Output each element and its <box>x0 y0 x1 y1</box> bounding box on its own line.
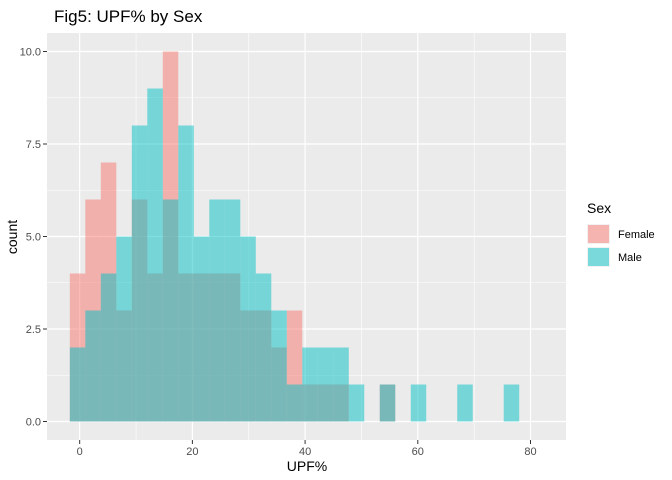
x-axis-title: UPF% <box>287 458 327 474</box>
y-tick-label: 10.0 <box>20 47 41 59</box>
bar-male <box>100 273 117 422</box>
bar-male <box>302 347 318 422</box>
bar-male <box>224 199 241 422</box>
x-tick-label: 80 <box>524 446 536 458</box>
bar-male <box>503 384 520 422</box>
legend-label-male: Male <box>618 252 642 264</box>
bar-male <box>333 347 349 422</box>
bar-male <box>162 199 179 422</box>
y-tick-label: 2.5 <box>26 324 41 336</box>
chart-title: Fig5: UPF% by Sex <box>54 7 203 26</box>
bar-male <box>116 236 132 422</box>
bar-male <box>69 347 86 422</box>
bar-male <box>317 347 334 422</box>
bar-male <box>286 384 303 422</box>
bar-male <box>193 236 210 422</box>
x-tick-label: 0 <box>77 446 83 458</box>
bar-male <box>209 199 225 422</box>
legend-title: Sex <box>587 200 611 216</box>
legend-key-male <box>588 248 609 266</box>
bar-male <box>271 310 287 422</box>
legend-key-female <box>588 225 609 243</box>
bar-male <box>255 273 272 422</box>
y-tick-label: 0.0 <box>26 417 41 429</box>
x-tick-label: 20 <box>186 446 198 458</box>
bar-male <box>178 125 194 422</box>
y-axis: 0.0 2.5 5.0 7.5 10.0 <box>20 47 47 429</box>
bar-male <box>410 384 427 422</box>
y-tick-label: 7.5 <box>26 139 41 151</box>
bar-male <box>240 236 256 422</box>
bar-male <box>457 384 473 422</box>
x-tick-label: 40 <box>299 446 311 458</box>
x-tick-label: 60 <box>412 446 424 458</box>
legend-label-female: Female <box>618 229 655 241</box>
bar-male <box>85 310 101 422</box>
bar-male <box>348 384 365 422</box>
bars <box>69 51 520 422</box>
bar-male <box>147 88 163 422</box>
legend: Sex Female Male <box>587 200 655 267</box>
x-axis: 0 20 40 60 80 <box>77 440 537 458</box>
bar-male <box>379 384 396 422</box>
y-axis-title: count <box>4 220 20 254</box>
bar-male <box>131 125 148 422</box>
y-tick-label: 5.0 <box>26 232 41 244</box>
